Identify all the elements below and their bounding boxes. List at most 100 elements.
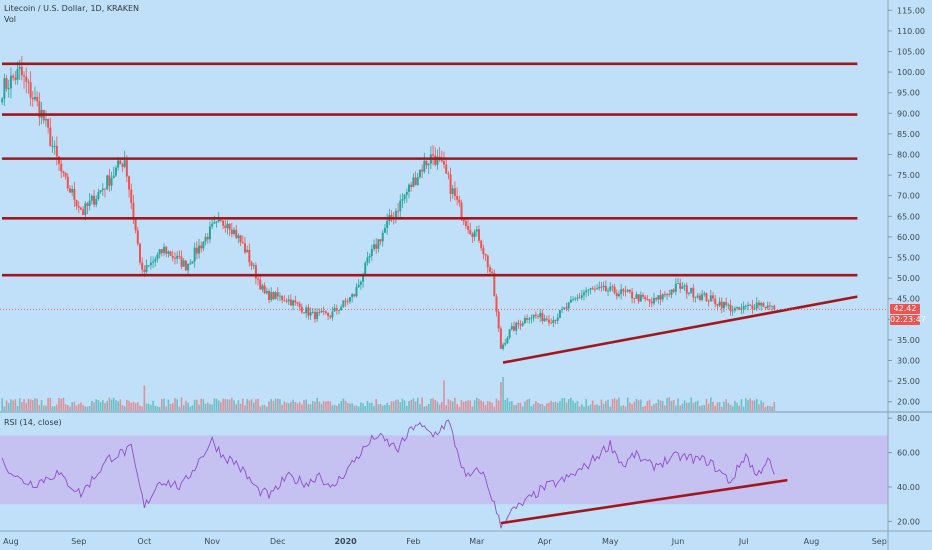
candle-body	[773, 305, 776, 310]
volume-bar	[395, 399, 397, 411]
candle-body	[346, 301, 349, 303]
volume-bar	[747, 400, 749, 411]
volume-bar	[449, 400, 452, 411]
volume-bar	[158, 406, 161, 411]
volume-bar	[410, 399, 412, 411]
volume-bar	[1, 398, 3, 411]
volume-bar	[511, 400, 513, 411]
volume-bar	[473, 400, 476, 411]
candle-body	[547, 319, 550, 323]
volume-bar	[64, 404, 67, 411]
volume-bar	[384, 404, 386, 411]
volume-bar	[567, 398, 570, 411]
volume-bar	[589, 404, 592, 411]
volume-bar	[541, 404, 544, 411]
candle-body	[64, 172, 67, 177]
volume-bar	[169, 403, 172, 411]
volume-bar	[290, 401, 292, 411]
candle-body	[484, 254, 487, 256]
candle-body	[31, 97, 34, 100]
candle-body	[200, 245, 203, 249]
volume-bar	[196, 399, 198, 411]
price-tick-label: 70.00	[897, 192, 920, 201]
volume-bar	[642, 406, 644, 411]
candle-body	[243, 243, 246, 253]
volume-bar	[545, 403, 548, 411]
candle-body	[348, 297, 351, 302]
candle-body	[154, 259, 157, 262]
candle-body	[333, 308, 336, 312]
candle-body	[585, 290, 588, 293]
candle-body	[611, 286, 614, 288]
candle-body	[261, 285, 264, 290]
volume-bar	[45, 405, 47, 411]
candle-body	[316, 311, 319, 320]
volume-bar	[283, 401, 286, 411]
volume-bar	[189, 406, 192, 411]
volume-bar	[362, 403, 364, 411]
candle-body	[217, 219, 220, 222]
volume-bar	[200, 398, 203, 411]
volume-bar	[646, 401, 649, 411]
volume-bar	[18, 398, 21, 411]
candle-body	[602, 285, 605, 288]
candle-body	[747, 304, 750, 306]
volume-bar	[521, 406, 524, 411]
volume-bar	[537, 402, 539, 411]
candle-body	[648, 299, 651, 302]
volume-bar	[147, 403, 150, 411]
price-tick-label: 60.00	[897, 233, 920, 242]
candle-body	[359, 281, 362, 285]
volume-bar	[615, 399, 618, 411]
candle-body	[123, 160, 126, 167]
volume-bar	[650, 406, 653, 411]
volume-bar	[292, 399, 294, 411]
candle-body	[202, 241, 205, 249]
time-tick-label: Aug	[804, 537, 820, 546]
candle-body	[694, 297, 697, 298]
volume-bar	[703, 405, 706, 411]
volume-bar	[626, 397, 629, 411]
volume-bar	[274, 398, 277, 411]
candle-body	[47, 118, 50, 128]
candle-body	[228, 223, 231, 230]
time-tick-label: Jul	[738, 537, 749, 546]
volume-bar	[108, 397, 111, 411]
candle-body	[607, 290, 610, 292]
volume-bar	[3, 406, 6, 411]
volume-bar	[618, 397, 620, 411]
candle-body	[530, 317, 533, 319]
candle-body	[49, 127, 52, 147]
volume-bar	[502, 377, 504, 411]
price-tick-label: 45.00	[897, 295, 920, 304]
candle-body	[381, 232, 384, 242]
candle-body	[574, 298, 577, 300]
candle-body	[182, 260, 185, 267]
candle-body	[449, 174, 452, 194]
candle-body	[587, 289, 590, 291]
volume-bar	[454, 397, 456, 411]
volume-bar	[725, 399, 727, 411]
volume-bar	[451, 401, 454, 411]
volume-bar	[366, 400, 369, 411]
candle-body	[729, 304, 732, 312]
candle-body	[320, 311, 323, 313]
price-tick-label: 65.00	[897, 212, 920, 221]
volume-bar	[403, 400, 406, 411]
candle-body	[108, 175, 111, 186]
volume-bar	[10, 399, 12, 411]
candle-body	[709, 295, 712, 302]
volume-bar	[193, 399, 196, 411]
volume-bar	[500, 382, 502, 411]
volume-bar	[62, 397, 65, 411]
candle-body	[399, 200, 402, 212]
candle-body	[672, 289, 675, 292]
candle-body	[517, 322, 520, 325]
candle-body	[353, 294, 356, 297]
volume-bar	[353, 405, 356, 411]
candle-body	[29, 82, 32, 98]
price-tick-label: 95.00	[897, 89, 920, 98]
volume-bar	[432, 398, 434, 411]
volume-bar	[296, 403, 299, 411]
